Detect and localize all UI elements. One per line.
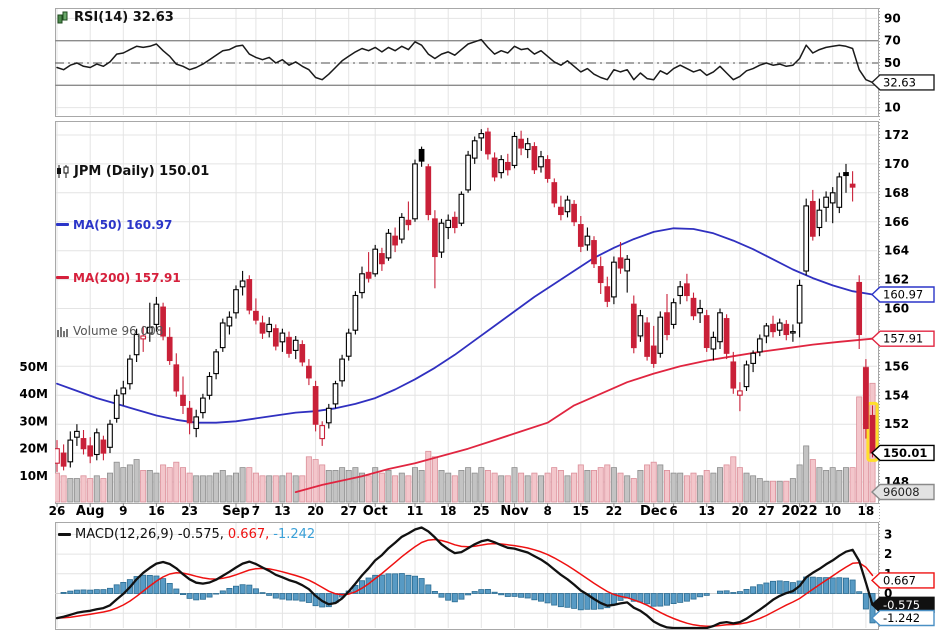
svg-text:0: 0 xyxy=(884,587,892,601)
candles xyxy=(55,127,876,472)
svg-text:27: 27 xyxy=(758,504,775,518)
symbol-legend-row: JPM (Daily) 150.01 xyxy=(56,164,209,179)
macd-hist-label: -1.242 xyxy=(273,527,316,542)
svg-text:50: 50 xyxy=(884,56,901,70)
selected-candle-highlight xyxy=(866,401,879,462)
svg-text:32.63: 32.63 xyxy=(883,75,916,89)
main-legend: JPM (Daily) 150.01 MA(50) 160.97 MA(200)… xyxy=(56,126,209,376)
axis-callouts: 32.63 160.97 157.91 150.01 96008 0.667 -0.575-… xyxy=(870,74,935,627)
ma200-legend-row: MA(200) 157.91 xyxy=(56,270,209,285)
svg-text:166: 166 xyxy=(884,215,909,229)
callout-150.01: 150.01 xyxy=(870,444,935,462)
callout--0.575: -0.575 xyxy=(870,596,935,613)
macd-value-label: MACD(12,26,9) -0.575, xyxy=(75,527,224,542)
rsi-plot xyxy=(55,38,878,87)
callout-96008: 96008 xyxy=(870,483,935,501)
svg-text:Oct: Oct xyxy=(363,504,388,519)
svg-text:-0.575: -0.575 xyxy=(883,598,920,612)
ma50-line-icon xyxy=(56,223,69,226)
svg-text:Nov: Nov xyxy=(500,504,529,519)
svg-text:9: 9 xyxy=(119,504,127,518)
macd-signal-label: 0.667, xyxy=(227,527,270,542)
callout-0.667: 0.667 xyxy=(870,572,935,589)
macd-legend: MACD(12,26,9) -0.575, 0.667, -1.242 xyxy=(58,527,315,542)
svg-text:20: 20 xyxy=(732,504,749,518)
svg-text:11: 11 xyxy=(407,504,424,518)
svg-text:160.97: 160.97 xyxy=(883,287,923,301)
svg-text:-1.242: -1.242 xyxy=(883,611,920,625)
callout--1.242: -1.242 xyxy=(870,609,935,627)
svg-text:2022: 2022 xyxy=(781,504,817,519)
svg-text:40M: 40M xyxy=(19,387,48,401)
svg-text:164: 164 xyxy=(884,244,909,258)
svg-text:6: 6 xyxy=(669,504,677,518)
rsi-candle-icon xyxy=(57,11,70,24)
svg-text:27: 27 xyxy=(340,504,357,518)
svg-text:Dec: Dec xyxy=(640,504,667,519)
svg-text:23: 23 xyxy=(181,504,198,518)
svg-text:13: 13 xyxy=(274,504,291,518)
svg-text:70: 70 xyxy=(884,34,901,48)
svg-text:18: 18 xyxy=(440,504,457,518)
macd-line-icon xyxy=(58,533,71,536)
svg-text:15: 15 xyxy=(572,504,589,518)
svg-text:154: 154 xyxy=(884,388,909,402)
candlestick-icon xyxy=(56,165,70,178)
svg-text:172: 172 xyxy=(884,128,909,142)
volume-label: Volume 96,008 xyxy=(73,323,164,338)
svg-text:16: 16 xyxy=(148,504,165,518)
moving-averages xyxy=(56,227,874,493)
svg-text:3: 3 xyxy=(884,527,892,541)
svg-text:96008: 96008 xyxy=(883,485,920,499)
ma200-label: MA(200) 157.91 xyxy=(73,270,181,285)
svg-text:7: 7 xyxy=(252,504,260,518)
svg-text:160: 160 xyxy=(884,302,909,316)
svg-text:20: 20 xyxy=(307,504,324,518)
svg-text:Aug: Aug xyxy=(76,504,105,519)
svg-text:25: 25 xyxy=(473,504,490,518)
rsi-legend-label: RSI(14) 32.63 xyxy=(74,10,174,25)
svg-text:162: 162 xyxy=(884,273,909,287)
volume-bars-icon xyxy=(56,325,69,337)
svg-text:Sep: Sep xyxy=(222,504,250,519)
svg-text:156: 156 xyxy=(884,359,909,373)
macd-histogram xyxy=(60,573,876,624)
svg-text:150.01: 150.01 xyxy=(883,446,927,460)
symbol-title: JPM (Daily) 150.01 xyxy=(74,164,210,179)
svg-text:26: 26 xyxy=(49,504,66,518)
svg-text:50M: 50M xyxy=(19,360,48,374)
svg-text:0.667: 0.667 xyxy=(883,573,916,587)
rsi-legend: RSI(14) 32.63 xyxy=(57,10,174,25)
date-axis: 26 Aug 9 16 23 Sep 7 13 20 27 Oct 11 18 25 Nov 8 15 22 Dec… xyxy=(49,503,875,519)
ma200-line-icon xyxy=(56,276,69,279)
svg-text:8: 8 xyxy=(543,504,551,518)
svg-text:90: 90 xyxy=(884,11,901,25)
svg-text:170: 170 xyxy=(884,157,909,171)
ma50-label: MA(50) 160.97 xyxy=(73,217,173,232)
ma50-legend-row: MA(50) 160.97 xyxy=(56,217,209,232)
svg-text:152: 152 xyxy=(884,417,909,431)
svg-text:10M: 10M xyxy=(19,469,48,483)
svg-text:168: 168 xyxy=(884,186,909,200)
svg-text:10: 10 xyxy=(884,101,901,115)
svg-text:10: 10 xyxy=(824,504,841,518)
svg-text:20M: 20M xyxy=(19,442,48,456)
callout-32.63: 32.63 xyxy=(870,74,935,91)
svg-text:18: 18 xyxy=(858,504,875,518)
svg-text:30M: 30M xyxy=(19,414,48,428)
svg-text:22: 22 xyxy=(606,504,623,518)
svg-text:157.91: 157.91 xyxy=(883,332,923,346)
callout-157.91: 157.91 xyxy=(870,330,935,347)
callout-160.97: 160.97 xyxy=(870,286,935,303)
macd-plot xyxy=(55,526,878,629)
svg-text:2: 2 xyxy=(884,547,892,561)
svg-text:13: 13 xyxy=(698,504,715,518)
volume-legend-row: Volume 96,008 xyxy=(56,323,209,338)
